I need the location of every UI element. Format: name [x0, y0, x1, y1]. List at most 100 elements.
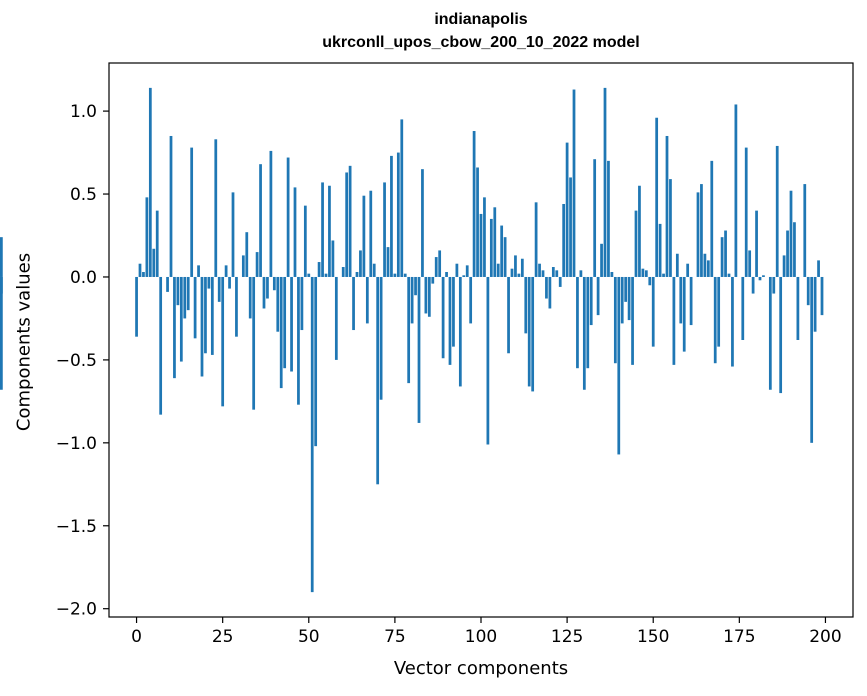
bar [204, 276, 207, 354]
bar [379, 276, 383, 400]
bar [241, 255, 245, 277]
bar [276, 276, 280, 332]
bar [758, 276, 762, 281]
bar [500, 225, 504, 277]
bar [341, 267, 345, 277]
y-tick-label: 0.0 [70, 268, 97, 288]
y-axis-ticks: 1.0 0.5 0.0 −0.5 −1.0 −1.5 −2.0 [56, 102, 109, 620]
bar [545, 276, 548, 299]
x-tick-label: 200 [809, 627, 841, 647]
y-tick-label: −0.5 [56, 351, 97, 371]
bar [452, 276, 455, 347]
plot-frame [108, 62, 854, 618]
bar [514, 255, 517, 277]
bar [576, 276, 579, 369]
bar [531, 276, 535, 392]
bar [593, 159, 597, 277]
bar [489, 218, 493, 277]
bar [624, 276, 628, 302]
bar [582, 276, 586, 390]
bar [321, 182, 324, 277]
x-axis-ticks: 0 25 50 75 100 125 150 175 200 [131, 617, 842, 647]
bar [538, 263, 541, 277]
bar [589, 276, 593, 326]
bar [173, 276, 176, 379]
bar [390, 155, 393, 277]
bar [779, 276, 783, 394]
bar [727, 273, 731, 277]
bar [458, 276, 462, 387]
bar [410, 276, 414, 324]
bar [197, 265, 200, 277]
bar [210, 276, 214, 355]
bar [217, 276, 221, 302]
x-tick-label: 100 [465, 627, 497, 647]
bar [372, 263, 376, 277]
bar [786, 230, 789, 277]
bar [813, 276, 817, 332]
bar [648, 276, 652, 286]
bar [441, 276, 445, 359]
y-tick-label: 1.0 [70, 102, 97, 122]
plot-area [109, 63, 853, 617]
bar [565, 142, 569, 277]
bar [586, 276, 590, 369]
bar [369, 190, 373, 277]
bar [0, 237, 3, 277]
bar [469, 276, 473, 324]
bar [596, 276, 600, 316]
bar [0, 276, 3, 390]
bar [562, 203, 566, 277]
bar [706, 260, 710, 277]
bar [486, 276, 490, 445]
bar [703, 253, 707, 277]
bar [820, 276, 824, 316]
bar [200, 276, 204, 377]
bar [607, 160, 610, 277]
bar [768, 276, 772, 390]
bar [741, 276, 745, 340]
x-tick-label: 175 [723, 627, 755, 647]
bar [269, 150, 273, 277]
bar [696, 192, 700, 277]
bar [155, 210, 159, 277]
bar [293, 187, 297, 277]
bar [510, 268, 514, 277]
bar [638, 185, 641, 277]
bar [228, 276, 231, 289]
x-tick-label: 0 [131, 627, 142, 647]
bar [548, 276, 552, 309]
bar [462, 275, 466, 277]
bar [352, 276, 355, 331]
bar-series [0, 87, 824, 593]
bar [135, 276, 138, 337]
bar [169, 135, 173, 277]
bar [445, 271, 448, 277]
bar [641, 268, 645, 277]
bar [772, 276, 776, 294]
bar [407, 276, 411, 384]
bar [724, 230, 727, 277]
bar [245, 232, 249, 277]
y-tick-label: 0.5 [70, 185, 97, 205]
bar [627, 276, 631, 321]
x-tick-label: 125 [551, 627, 583, 647]
bar [331, 240, 335, 277]
bar [183, 276, 187, 319]
bar [713, 276, 717, 364]
bar [214, 139, 218, 277]
bar [524, 276, 528, 334]
bar [665, 135, 669, 277]
y-tick-label: −1.0 [56, 434, 97, 454]
bar [789, 190, 793, 277]
bar [651, 276, 655, 347]
bar [476, 167, 479, 277]
bar [303, 205, 307, 277]
bar [314, 276, 318, 447]
bar [148, 87, 152, 277]
bar [286, 157, 290, 277]
bar [414, 276, 417, 296]
y-tick-label: −1.5 [56, 517, 97, 537]
bar [235, 276, 238, 337]
